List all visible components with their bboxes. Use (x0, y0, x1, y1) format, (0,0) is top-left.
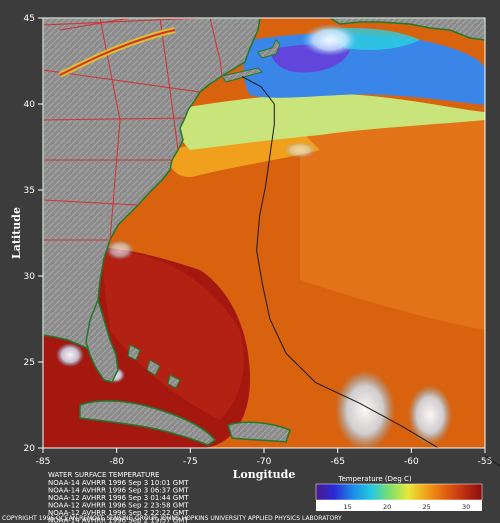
cloud-area (284, 142, 316, 158)
info-pass-line: NOAA-14 AVHRR 1996 Sep 3 10:01 GMT (48, 479, 189, 487)
colorbar-tick-strip (316, 500, 482, 511)
x-tick-label: -55 (478, 457, 493, 467)
copyright-text: COPYRIGHT 1996 OCEAN REMOTE SENSING GROU… (2, 515, 342, 522)
y-tick-label: 40 (24, 100, 36, 110)
map-panel (43, 18, 485, 448)
colorbar-ticks: 15 20 25 30 (343, 503, 470, 511)
y-tick-label: 20 (24, 444, 36, 454)
ocean-sargasso-area (300, 111, 485, 330)
info-pass-line: NOAA-14 AVHRR 1996 Sep 3 06:37 GMT (48, 487, 189, 495)
x-tick-label: -70 (257, 457, 272, 467)
info-title: WATER SURFACE TEMPERATURE (48, 471, 159, 479)
y-axis-title: Latitude (10, 207, 23, 259)
ocean-shelf-area (170, 130, 320, 177)
x-tick-label: -85 (36, 457, 51, 467)
info-pass-line: NOAA-12 AVHRR 1996 Sep 2 22:22 GMT (48, 509, 189, 517)
x-axis-ticks: -85 -80 -75 -70 -65 -60 -55 (36, 448, 493, 467)
bahamas-islands (127, 344, 181, 389)
y-tick-label: 25 (24, 358, 35, 368)
x-axis-title: Longitude (233, 468, 296, 481)
hispaniola-landmass (227, 421, 291, 443)
cloud-area (335, 370, 395, 448)
cuba-landmass (79, 400, 217, 446)
y-axis-ticks: 45 40 35 30 25 20 (24, 14, 43, 454)
cloud-area (302, 24, 358, 56)
y-tick-label: 30 (24, 272, 36, 282)
info-pass-line: NOAA-12 AVHRR 1996 Sep 3 01:44 GMT (48, 494, 189, 502)
hurricane-track (241, 76, 440, 448)
hurricane-track-exit (484, 455, 500, 467)
florida-landmass (85, 297, 119, 383)
x-tick-label: -60 (404, 457, 419, 467)
long-island (221, 67, 263, 83)
colorbar-bar (315, 483, 483, 501)
cloud-area (106, 240, 134, 260)
ocean-hot-area (100, 250, 244, 420)
great-lakes-outline (59, 29, 176, 76)
x-tick-label: -80 (109, 457, 124, 467)
info-pass-line: NOAA-14 AVHRR 1996 Sep 2 19:57 GMT (48, 517, 189, 523)
info-passes: NOAA-14 AVHRR 1996 Sep 3 10:01 GMTNOAA-1… (48, 479, 189, 523)
canada-landmass (328, 18, 485, 41)
ocean-mild-area (170, 93, 485, 150)
colorbar-tick-label: 20 (383, 503, 391, 511)
y-tick-label: 45 (24, 14, 35, 24)
y-tick-label: 35 (24, 186, 35, 196)
cape-cod (257, 39, 281, 59)
colorbar-tick-label: 15 (343, 503, 351, 511)
cloud-area (408, 385, 452, 445)
x-tick-label: -65 (330, 457, 345, 467)
colorbar-tick-label: 25 (423, 503, 431, 511)
colorbar-title: Temperature (Deg C) (337, 475, 412, 483)
x-tick-label: -75 (183, 457, 198, 467)
info-pass-line: NOAA-12 AVHRR 1996 Sep 2 23:58 GMT (48, 502, 189, 510)
colorbar-tick-label: 30 (462, 503, 470, 511)
cloud-area (56, 343, 84, 367)
